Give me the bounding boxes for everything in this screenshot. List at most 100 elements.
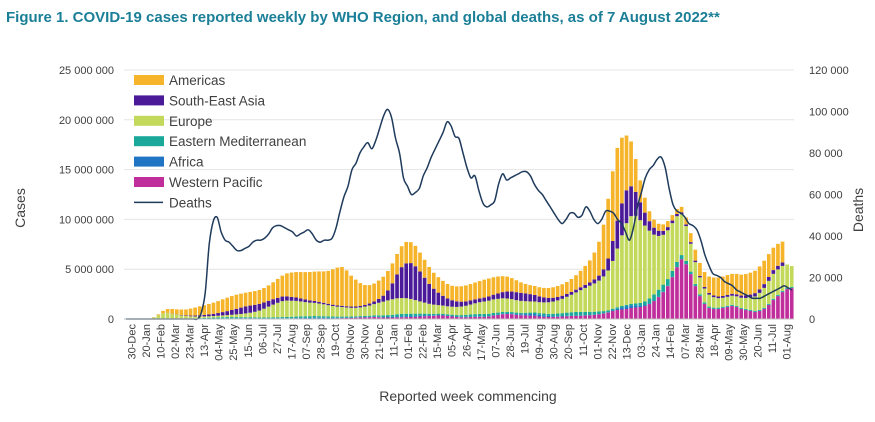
- bar-segment: [551, 313, 555, 317]
- bar-segment: [298, 272, 303, 299]
- bar-segment: [408, 263, 413, 299]
- bar-segment: [294, 272, 298, 298]
- bar-segment: [679, 206, 684, 213]
- bar-segment: [629, 216, 633, 304]
- bar-segment: [459, 286, 464, 302]
- bar-segment: [776, 269, 780, 295]
- bar-segment: [688, 233, 693, 243]
- bar-segment: [532, 301, 537, 313]
- bar-segment: [519, 312, 523, 315]
- bar-segment: [193, 307, 197, 316]
- bar-segment: [560, 295, 565, 299]
- bar-segment: [239, 317, 243, 319]
- bar-segment: [555, 316, 560, 317]
- bar-segment: [266, 300, 271, 307]
- bar-segment: [766, 254, 771, 277]
- bar-segment: [762, 307, 767, 309]
- bar-segment: [661, 234, 666, 285]
- bar-segment: [271, 317, 275, 319]
- bar-segment: [188, 316, 193, 319]
- bar-segment: [643, 301, 647, 306]
- bar-segment: [610, 260, 615, 309]
- bar-segment: [532, 312, 537, 315]
- bar-segment: [688, 242, 693, 244]
- bar-segment: [399, 298, 404, 314]
- bar-segment: [597, 314, 601, 319]
- bar-segment: [629, 305, 633, 309]
- bar-segment: [730, 304, 734, 306]
- x-tick-label: 23-Mar: [185, 324, 197, 359]
- bar-segment: [381, 295, 386, 302]
- bar-segment: [473, 316, 477, 319]
- bar-segment: [542, 315, 546, 317]
- bar-segment: [220, 312, 225, 316]
- bar-segment: [721, 306, 725, 308]
- bar-segment: [349, 316, 353, 318]
- bar-segment: [243, 292, 248, 307]
- x-tick-label: 27-Jul: [272, 324, 284, 354]
- bar-segment: [340, 307, 344, 317]
- bar-segment: [340, 266, 344, 306]
- bar-segment: [188, 315, 193, 317]
- bar-segment: [587, 311, 592, 315]
- legend-swatch: [134, 75, 164, 85]
- bar-segment: [216, 317, 220, 319]
- bar-segment: [505, 314, 510, 319]
- bar-segment: [353, 306, 358, 308]
- bar-segment: [390, 299, 395, 315]
- legend-label: Western Pacific: [169, 175, 263, 190]
- bar-segment: [592, 314, 597, 319]
- x-axis-label: Reported week commencing: [379, 388, 556, 404]
- bar-segment: [620, 307, 624, 310]
- bar-segment: [748, 297, 753, 310]
- bar-segment: [638, 220, 643, 303]
- bar-segment: [381, 276, 386, 296]
- bar-segment: [395, 316, 399, 318]
- bar-segment: [734, 294, 739, 297]
- bar-segment: [574, 289, 578, 293]
- bar-segment: [509, 291, 514, 300]
- bar-segment: [243, 313, 248, 318]
- bar-segment: [280, 317, 285, 319]
- bar-segment: [413, 316, 418, 319]
- legend-label: Americas: [169, 73, 226, 88]
- bar-segment: [776, 243, 780, 266]
- bar-segment: [418, 301, 422, 314]
- bar-segment: [578, 315, 583, 319]
- bar-segment: [753, 296, 757, 311]
- bar-segment: [560, 316, 565, 319]
- bar-segment: [422, 277, 427, 303]
- bar-segment: [459, 306, 464, 316]
- bar-segment: [675, 216, 679, 263]
- bar-segment: [537, 316, 542, 319]
- bar-segment: [211, 302, 216, 314]
- bar-segment: [386, 317, 390, 319]
- x-tick-label: 01-Nov: [592, 324, 604, 360]
- bar-segment: [762, 284, 767, 288]
- bar-segment: [629, 186, 633, 217]
- bar-segment: [441, 305, 445, 314]
- bar-segment: [633, 191, 638, 216]
- bar-segment: [789, 288, 794, 319]
- bar-segment: [321, 304, 326, 317]
- bar-segment: [624, 309, 629, 319]
- bar-segment: [312, 317, 317, 319]
- bar-segment: [592, 283, 597, 312]
- bar-segment: [509, 313, 514, 315]
- bar-segment: [202, 317, 207, 319]
- bar-segment: [477, 280, 482, 299]
- bar-segment: [216, 315, 220, 318]
- bar-segment: [454, 315, 459, 317]
- bar-segment: [743, 295, 748, 298]
- bar-segment: [399, 316, 404, 318]
- legend-label: South-East Asia: [169, 93, 266, 108]
- legend-swatch: [134, 156, 164, 167]
- bar-segment: [450, 316, 454, 319]
- x-tick-label: 19-Jul: [520, 324, 532, 354]
- bar-segment: [207, 304, 211, 315]
- bar-segment: [252, 291, 257, 305]
- bar-segment: [601, 313, 606, 319]
- bar-segment: [551, 297, 555, 302]
- bar-segment: [771, 298, 776, 300]
- bar-segment: [248, 305, 253, 313]
